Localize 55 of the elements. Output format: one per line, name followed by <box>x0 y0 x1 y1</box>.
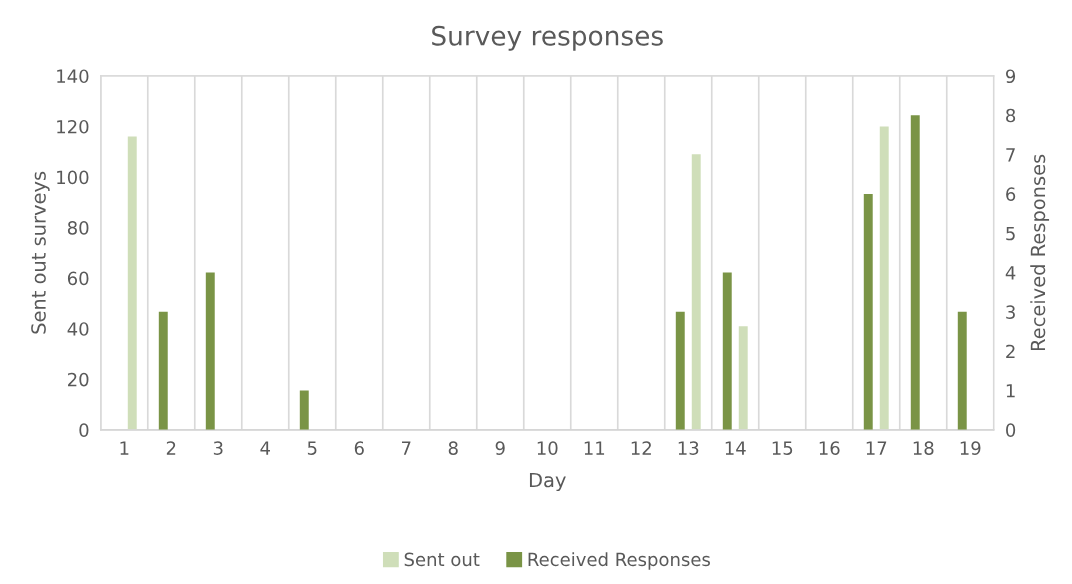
y2-tick-label: 2 <box>1006 344 1015 359</box>
x-tick-label: 2 <box>166 441 176 455</box>
y-tick-label: 80 <box>67 221 89 235</box>
x-tick-label: 19 <box>960 441 981 455</box>
y-tick-label: 0 <box>79 423 89 437</box>
x-tick-label: 3 <box>213 441 223 455</box>
y-tick-label: 140 <box>57 69 89 84</box>
y-axis-title: Sent out surveys <box>31 171 50 334</box>
y-tick-label: 120 <box>57 119 89 134</box>
x-tick-label: 12 <box>631 441 651 455</box>
x-tick-label: 8 <box>448 441 458 455</box>
bar <box>863 193 873 430</box>
y2-axis-title: Received Responses <box>1030 154 1050 351</box>
x-tick-label: 6 <box>354 441 364 455</box>
y2-tick-label: 0 <box>1006 423 1016 437</box>
y-tick-label: 60 <box>67 271 89 286</box>
bar <box>205 272 215 430</box>
y-tick-label: 20 <box>68 372 89 387</box>
y2-tick-label: 7 <box>1006 148 1015 162</box>
x-tick-label: 14 <box>725 441 746 455</box>
bar <box>691 154 701 430</box>
bar <box>158 311 168 430</box>
bar <box>957 311 967 430</box>
y-tick-label: 40 <box>67 322 89 336</box>
y2-tick-label: 5 <box>1006 226 1015 241</box>
x-tick-label: 1 <box>120 441 129 455</box>
legend-label: Received Responses <box>528 552 710 570</box>
x-tick-label: 16 <box>819 441 840 455</box>
chart-title: Survey responses <box>432 25 663 51</box>
y2-tick-label: 6 <box>1006 187 1016 201</box>
x-tick-label: 18 <box>913 441 934 455</box>
y2-tick-label: 4 <box>1005 266 1016 280</box>
bar <box>738 326 748 430</box>
x-tick-label: 4 <box>260 441 270 455</box>
x-tick-label: 9 <box>495 441 505 455</box>
x-tick-label: 11 <box>584 441 605 455</box>
bar <box>879 126 889 430</box>
x-tick-label: 10 <box>537 441 558 455</box>
bar <box>910 115 920 430</box>
bar <box>127 136 137 430</box>
y2-tick-label: 3 <box>1006 305 1015 319</box>
y2-tick-label: 8 <box>1006 108 1016 123</box>
x-tick-label: 13 <box>678 441 699 455</box>
y2-tick-label: 1 <box>1006 384 1015 398</box>
bar <box>299 390 309 430</box>
legend-label: Sent out <box>404 552 480 567</box>
x-tick-label: 17 <box>866 441 887 455</box>
x-tick-label: 5 <box>307 441 317 455</box>
y2-tick-label: 9 <box>1005 69 1016 84</box>
x-tick-label: 15 <box>772 441 793 455</box>
x-tick-label: 7 <box>402 441 411 455</box>
y-tick-label: 100 <box>57 170 89 185</box>
x-axis-title: Day <box>529 472 566 492</box>
bar <box>722 272 732 430</box>
bar <box>675 311 685 430</box>
